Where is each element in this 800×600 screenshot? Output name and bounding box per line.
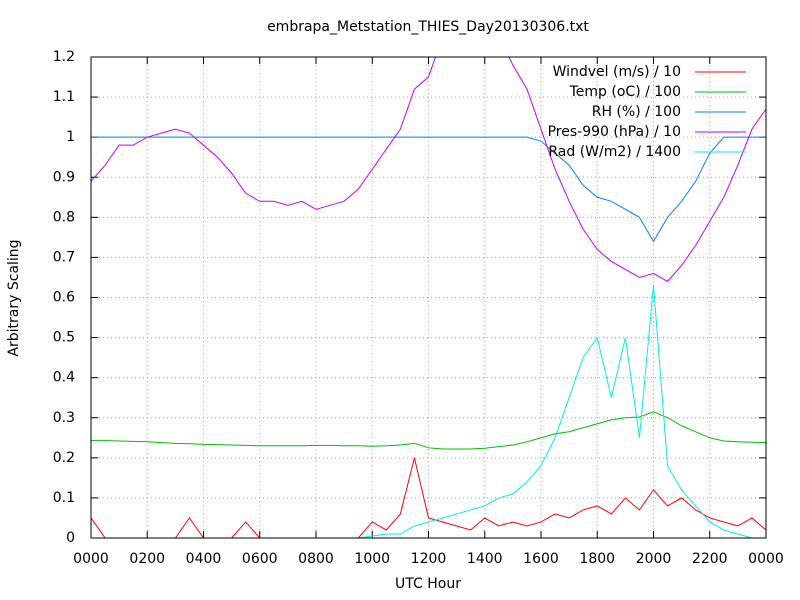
y-tick-label: 0.3 bbox=[53, 410, 75, 426]
y-tick-label: 0.8 bbox=[53, 209, 75, 225]
data-line bbox=[91, 285, 766, 538]
x-tick-label: 0000 bbox=[748, 551, 784, 567]
data-line bbox=[91, 57, 766, 283]
x-tick-label: 1000 bbox=[354, 551, 390, 567]
data-line bbox=[91, 136, 766, 243]
x-tick-label: 0800 bbox=[298, 551, 334, 567]
x-tick-label: 0000 bbox=[73, 551, 109, 567]
chart-title: embrapa_Metstation_THIES_Day20130306.txt bbox=[267, 19, 589, 35]
plot-frame bbox=[90, 56, 767, 539]
legend-label: Rad (W/m2) / 1400 bbox=[548, 144, 681, 160]
y-tick-label: 0 bbox=[66, 530, 75, 546]
x-tick-label: 1600 bbox=[523, 551, 559, 567]
y-tick-label: 0.5 bbox=[53, 330, 75, 346]
x-tick-label: 0200 bbox=[129, 551, 165, 567]
y-tick-label: 0.4 bbox=[53, 370, 75, 386]
plot-lines bbox=[91, 57, 766, 538]
y-axis-label: Arbitrary Scaling bbox=[6, 239, 22, 356]
y-tick-label: 0.7 bbox=[53, 249, 75, 265]
data-line bbox=[91, 457, 766, 538]
y-tick-label: 0.6 bbox=[53, 290, 75, 306]
y-tick-label: 0.1 bbox=[53, 490, 75, 506]
legend: Windvel (m/s) / 10 Temp (oC) / 100 RH (%) … bbox=[548, 64, 746, 160]
legend-label: Windvel (m/s) / 10 bbox=[553, 64, 681, 80]
y-tick-label: 0.2 bbox=[53, 450, 75, 466]
y-tick-label: 1 bbox=[66, 129, 75, 145]
x-tick-label: 1800 bbox=[579, 551, 615, 567]
data-line bbox=[91, 411, 766, 450]
x-tick-label: 1200 bbox=[411, 551, 447, 567]
y-tick-label: 0.9 bbox=[53, 169, 75, 185]
y-tick-label: 1.2 bbox=[53, 49, 75, 65]
x-tick-label: 2200 bbox=[692, 551, 728, 567]
y-tick-label: 1.1 bbox=[53, 89, 75, 105]
x-tick-label: 0600 bbox=[242, 551, 278, 567]
legend-label: RH (%) / 100 bbox=[592, 104, 681, 120]
x-axis-label: UTC Hour bbox=[395, 576, 461, 592]
legend-label: Temp (oC) / 100 bbox=[569, 84, 681, 100]
x-tick-label: 0400 bbox=[186, 551, 222, 567]
legend-label: Pres-990 (hPa) / 10 bbox=[548, 124, 681, 140]
x-tick-label: 2000 bbox=[636, 551, 672, 567]
x-tick-label: 1400 bbox=[467, 551, 503, 567]
